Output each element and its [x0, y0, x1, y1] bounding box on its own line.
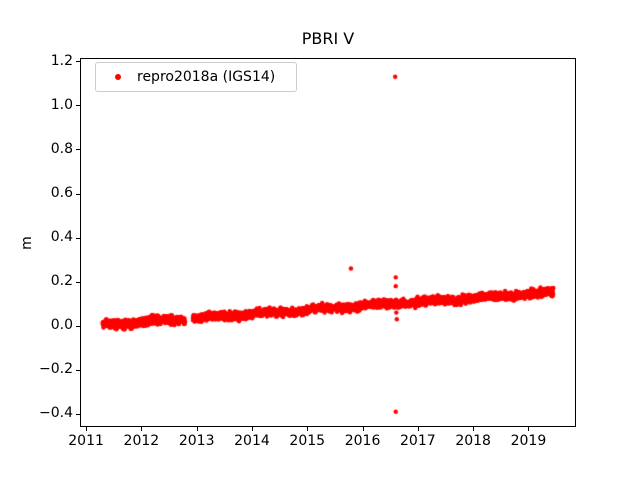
- x-tick-label: 2012: [123, 433, 160, 449]
- y-tick: [76, 325, 80, 327]
- x-tick-label: 2014: [234, 433, 270, 449]
- x-tick: [473, 427, 475, 431]
- y-tick-label: −0.2: [39, 361, 73, 378]
- y-tick: [76, 237, 80, 239]
- x-tick-label: 2016: [344, 433, 381, 449]
- chart-title: PBRI V: [301, 29, 355, 48]
- x-tick: [362, 427, 364, 431]
- y-tick-label: 0.0: [50, 317, 73, 334]
- x-tick: [528, 427, 530, 431]
- y-tick-label: 0.4: [50, 229, 73, 246]
- x-tick: [196, 427, 198, 431]
- x-tick: [251, 427, 253, 431]
- x-tick: [141, 427, 143, 431]
- y-tick: [76, 369, 80, 371]
- legend-label: repro2018a (IGS14): [137, 69, 276, 85]
- x-tick-label: 2015: [289, 433, 326, 449]
- y-tick: [76, 413, 80, 415]
- x-tick: [307, 427, 309, 431]
- y-tick-label: 0.6: [50, 185, 73, 202]
- y-tick-label: 0.2: [50, 273, 73, 290]
- y-tick: [76, 61, 80, 63]
- x-tick-label: 2013: [178, 433, 215, 449]
- x-tick-label: 2018: [455, 433, 491, 449]
- legend-dot-icon: [115, 74, 121, 80]
- y-tick-label: −0.4: [39, 405, 73, 422]
- y-tick: [76, 193, 80, 195]
- x-tick-label: 2011: [68, 433, 104, 449]
- y-tick-label: 1.0: [50, 96, 73, 113]
- x-tick-label: 2017: [400, 433, 436, 449]
- x-tick: [86, 427, 88, 431]
- y-tick: [76, 281, 80, 283]
- scatter-points-canvas: [80, 58, 576, 427]
- y-tick-label: 1.2: [50, 52, 73, 69]
- x-tick-label: 2019: [510, 433, 547, 449]
- legend: repro2018a (IGS14): [95, 62, 297, 92]
- y-tick: [76, 149, 80, 151]
- x-tick: [417, 427, 419, 431]
- y-tick: [76, 105, 80, 107]
- y-tick-label: 0.8: [50, 140, 73, 157]
